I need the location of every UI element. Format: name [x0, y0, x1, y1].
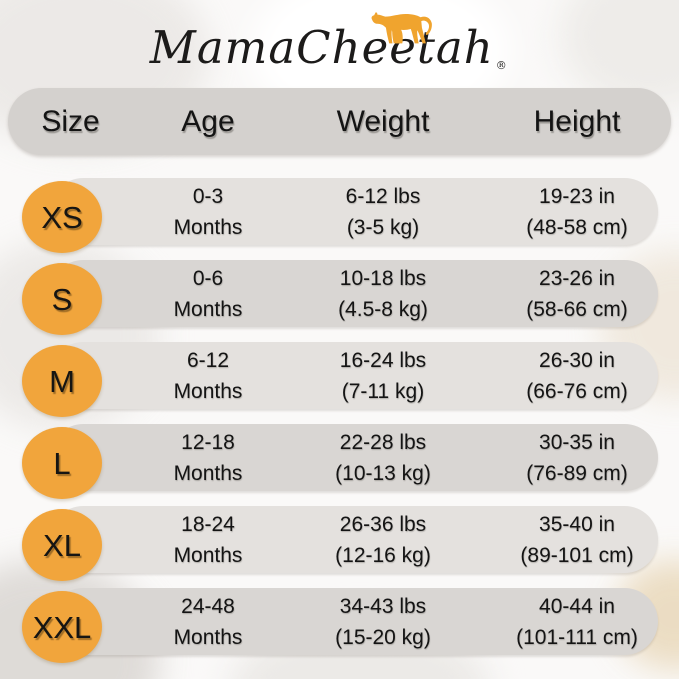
height-cell: 35-40 in (89-101 cm)	[483, 509, 671, 571]
age-cell: 24-48 Months	[133, 591, 283, 653]
height-cell: 26-30 in (66-76 cm)	[483, 345, 671, 407]
weight-kg: (4.5-8 kg)	[338, 297, 428, 321]
column-header-age: Age	[181, 104, 235, 138]
weight-kg: (15-20 kg)	[335, 625, 431, 649]
brand-logo: MamaCheetah ®	[150, 12, 508, 84]
table-header-row: Size Age Weight Height	[8, 88, 671, 155]
table-row: XXL 24-48 Months 34-43 lbs (15-20 kg) 40…	[8, 588, 671, 663]
height-in: 30-35 in	[539, 430, 615, 454]
height-cell: 30-35 in (76-89 cm)	[483, 427, 671, 489]
size-label: M	[49, 363, 75, 399]
table-row: S 0-6 Months 10-18 lbs (4.5-8 kg) 23-26 …	[8, 260, 671, 335]
age-range: 18-24	[181, 512, 235, 536]
weight-kg: (10-13 kg)	[335, 461, 431, 485]
height-cm: (48-58 cm)	[526, 215, 628, 239]
size-badge: S	[22, 263, 102, 335]
weight-cell: 26-36 lbs (12-16 kg)	[283, 509, 483, 571]
age-unit: Months	[173, 461, 243, 485]
height-in: 26-30 in	[539, 348, 615, 372]
column-header-weight: Weight	[336, 104, 430, 138]
size-label: XXL	[32, 609, 92, 645]
table-body: XS 0-3 Months 6-12 lbs (3-5 kg) 19-23 in…	[8, 155, 671, 663]
weight-lbs: 34-43 lbs	[339, 594, 427, 618]
age-range: 0-6	[192, 266, 224, 290]
weight-cell: 34-43 lbs (15-20 kg)	[283, 591, 483, 653]
size-label: XL	[43, 527, 81, 563]
size-label: XS	[41, 199, 83, 235]
height-cell: 40-44 in (101-111 cm)	[483, 591, 671, 653]
table-row: XL 18-24 Months 26-36 lbs (12-16 kg) 35-…	[8, 506, 671, 581]
age-cell: 0-6 Months	[133, 263, 283, 325]
age-cell: 18-24 Months	[133, 509, 283, 571]
age-unit: Months	[173, 379, 243, 403]
weight-lbs: 6-12 lbs	[345, 184, 421, 208]
weight-lbs: 26-36 lbs	[339, 512, 427, 536]
age-unit: Months	[173, 625, 243, 649]
weight-lbs: 22-28 lbs	[339, 430, 427, 454]
column-header-height: Height	[533, 104, 621, 138]
row-pill-background	[50, 506, 658, 573]
size-badge: M	[22, 345, 102, 417]
height-in: 19-23 in	[539, 184, 615, 208]
weight-lbs: 16-24 lbs	[339, 348, 427, 372]
height-in: 23-26 in	[539, 266, 615, 290]
size-badge: L	[22, 427, 102, 499]
age-range: 0-3	[192, 184, 224, 208]
age-cell: 6-12 Months	[133, 345, 283, 407]
height-cm: (58-66 cm)	[526, 297, 628, 321]
height-in: 35-40 in	[539, 512, 615, 536]
height-in: 40-44 in	[539, 594, 615, 618]
weight-cell: 16-24 lbs (7-11 kg)	[283, 345, 483, 407]
age-range: 6-12	[186, 348, 230, 372]
height-cm: (76-89 cm)	[526, 461, 628, 485]
size-badge: XXL	[22, 591, 102, 663]
height-cell: 19-23 in (48-58 cm)	[483, 181, 671, 243]
row-pill-background	[50, 424, 658, 491]
registered-trademark: ®	[495, 59, 508, 72]
weight-kg: (3-5 kg)	[346, 215, 420, 239]
weight-lbs: 10-18 lbs	[339, 266, 427, 290]
age-range: 12-18	[181, 430, 235, 454]
size-badge: XL	[22, 509, 102, 581]
age-unit: Months	[173, 297, 243, 321]
weight-kg: (7-11 kg)	[341, 379, 425, 403]
age-cell: 0-3 Months	[133, 181, 283, 243]
size-label: L	[53, 445, 71, 481]
table-row: XS 0-3 Months 6-12 lbs (3-5 kg) 19-23 in…	[8, 178, 671, 253]
row-pill-background	[50, 342, 658, 409]
height-cm: (89-101 cm)	[520, 543, 634, 567]
weight-cell: 10-18 lbs (4.5-8 kg)	[283, 263, 483, 325]
height-cell: 23-26 in (58-66 cm)	[483, 263, 671, 325]
row-pill-background	[50, 178, 658, 245]
column-header-size: Size	[41, 104, 100, 138]
size-badge: XS	[22, 181, 102, 253]
height-cm: (101-111 cm)	[516, 625, 638, 649]
table-row: M 6-12 Months 16-24 lbs (7-11 kg) 26-30 …	[8, 342, 671, 417]
row-pill-background	[50, 260, 658, 327]
weight-cell: 22-28 lbs (10-13 kg)	[283, 427, 483, 489]
age-unit: Months	[173, 543, 243, 567]
age-cell: 12-18 Months	[133, 427, 283, 489]
brand-name: MamaCheetah	[149, 21, 494, 74]
age-unit: Months	[173, 215, 243, 239]
cheetah-with-cub-icon	[371, 12, 432, 44]
weight-cell: 6-12 lbs (3-5 kg)	[283, 181, 483, 243]
table-row: L 12-18 Months 22-28 lbs (10-13 kg) 30-3…	[8, 424, 671, 499]
size-label: S	[51, 281, 73, 317]
height-cm: (66-76 cm)	[526, 379, 628, 403]
age-range: 24-48	[181, 594, 235, 618]
weight-kg: (12-16 kg)	[335, 543, 431, 567]
row-pill-background	[50, 588, 658, 655]
